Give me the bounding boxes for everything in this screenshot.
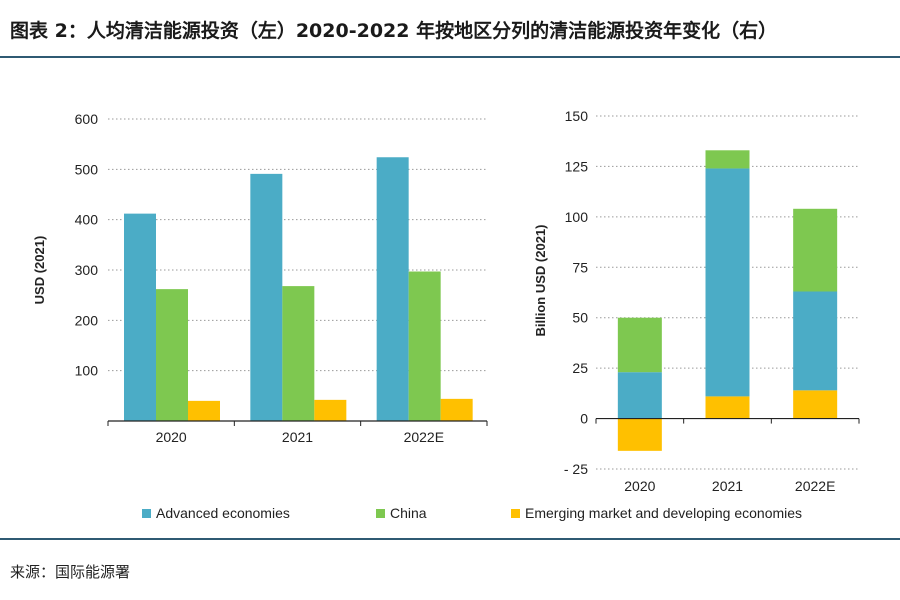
bar-emerging-2020	[617, 418, 662, 451]
x-tick-label: 2021	[282, 429, 313, 445]
y-tick-label: 50	[572, 310, 588, 326]
y-tick-label: 100	[565, 209, 589, 225]
y-tick-label: 25	[572, 360, 588, 376]
bar-emerging-2021	[314, 399, 347, 421]
legend-item-emerging: Emerging market and developing economies	[511, 505, 802, 521]
x-tick-label: 2020	[624, 478, 655, 494]
y-tick-label: 150	[565, 108, 589, 124]
x-tick-label: 2021	[712, 478, 743, 494]
x-tick-label: 2022E	[404, 429, 444, 445]
source-note: 来源：国际能源署	[10, 563, 131, 581]
footer-divider	[0, 538, 900, 540]
bar-china-2020	[617, 317, 662, 373]
bar-china-2020	[156, 289, 188, 421]
legend-swatch-advanced	[142, 508, 151, 518]
page-title: 图表 2：人均清洁能源投资（左）2020-2022 年按地区分列的清洁能源投资年…	[10, 20, 778, 42]
y-tick-label: 400	[75, 212, 99, 228]
y-tick-label: 500	[75, 161, 99, 177]
y-tick-label: 300	[75, 262, 99, 278]
legend-label-advanced: Advanced economies	[156, 505, 290, 521]
y-tick-label: 600	[75, 111, 99, 127]
legend-swatch-china	[376, 508, 385, 518]
bar-china-2021	[282, 286, 315, 421]
bar-advanced-2021	[705, 168, 750, 397]
bar-advanced-2021	[250, 173, 283, 421]
y-axis-label: USD (2021)	[32, 236, 47, 305]
bar-china-2021	[705, 150, 750, 169]
bar-emerging-2020	[188, 400, 220, 421]
title-divider	[0, 56, 900, 58]
bar-china-2022e	[408, 271, 441, 421]
y-tick-label: 0	[580, 411, 588, 427]
x-tick-label: 2020	[156, 429, 187, 445]
legend-item-advanced: Advanced economies	[142, 505, 290, 521]
y-tick-label: 100	[75, 363, 99, 379]
legend-swatch-emerging	[511, 508, 520, 518]
bar-emerging-2021	[705, 396, 750, 419]
bar-advanced-2020	[617, 372, 662, 419]
x-tick-label: 2022E	[795, 478, 835, 494]
y-axis-label: Billion USD (2021)	[533, 225, 548, 337]
bar-advanced-2022e	[376, 157, 409, 421]
bar-advanced-2020	[124, 213, 156, 421]
bar-advanced-2022e	[793, 291, 838, 391]
bar-china-2022e	[793, 208, 838, 292]
bar-emerging-2022e	[793, 390, 838, 419]
y-tick-label: - 25	[564, 461, 588, 477]
legend-label-china: China	[390, 505, 427, 521]
legend-label-emerging: Emerging market and developing economies	[525, 505, 803, 521]
y-tick-label: 200	[75, 312, 99, 328]
y-tick-label: 125	[565, 158, 589, 174]
y-tick-label: 75	[572, 259, 588, 275]
bar-emerging-2022e	[440, 398, 473, 421]
legend-item-china: China	[376, 505, 427, 521]
